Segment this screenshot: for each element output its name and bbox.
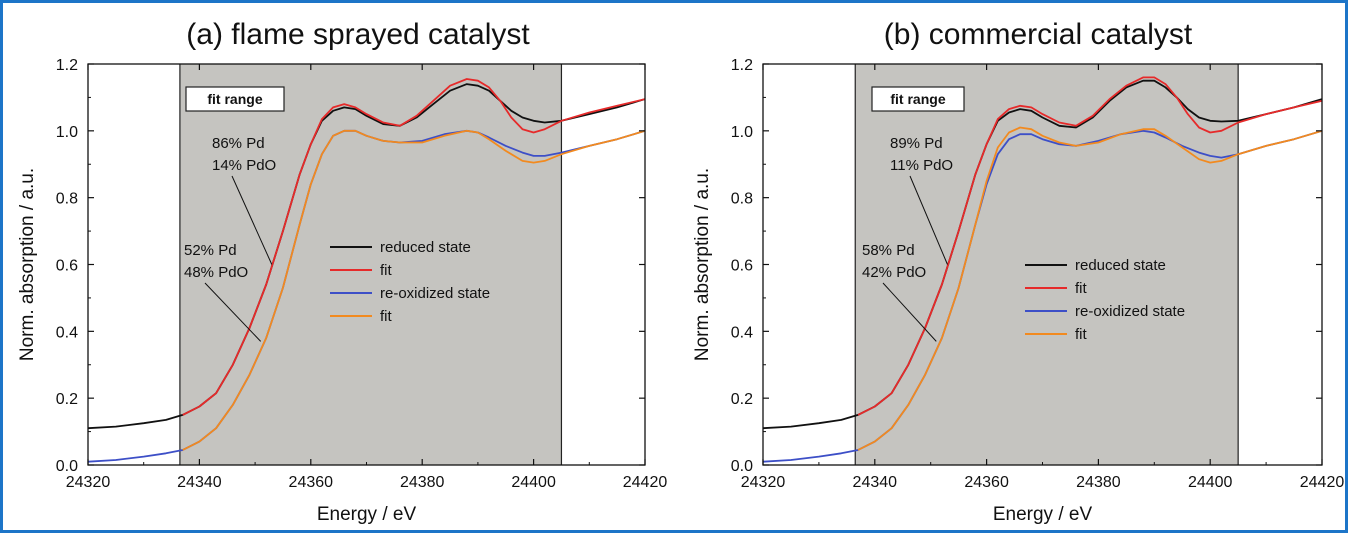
panel-commercial: fit range 24320 24340 24360 24380 24400 24420 0… xyxy=(692,18,1344,525)
annotation-line-2: 11% PdO xyxy=(890,157,953,174)
x-tick-label: 24420 xyxy=(623,474,668,491)
x-tick-label: 24340 xyxy=(177,474,222,491)
y-tick-label: 0.8 xyxy=(56,191,78,208)
x-tick-label: 24380 xyxy=(400,474,445,491)
annotation-line-1: 89% Pd xyxy=(890,135,943,152)
x-tick-label: 24320 xyxy=(66,474,111,491)
y-tick-label: 0.0 xyxy=(731,458,753,475)
fit-range-label: fit range xyxy=(890,91,945,107)
legend-label-1: fit xyxy=(1075,280,1088,297)
fit-range-region xyxy=(179,64,562,465)
x-tick-label: 24360 xyxy=(289,474,334,491)
legend-label-1: fit xyxy=(380,262,393,279)
x-tick-label: 24380 xyxy=(1076,474,1121,491)
legend-label-2: re-oxidized state xyxy=(380,285,490,302)
y-tick-label: 0.2 xyxy=(56,391,78,408)
y-tick-label: 0.6 xyxy=(731,258,753,275)
annotation-line-1: 52% Pd xyxy=(184,242,237,259)
chart-title: (b) commercial catalyst xyxy=(884,18,1193,51)
annotation-line-2: 48% PdO xyxy=(184,264,248,281)
y-tick-label: 0.4 xyxy=(56,324,78,341)
legend-label-3: fit xyxy=(380,308,393,325)
annotation-pointer xyxy=(882,282,937,342)
y-tick-label: 1.2 xyxy=(56,57,78,74)
series-line-3 xyxy=(182,129,645,451)
fit-range-label-box xyxy=(185,86,285,112)
y-tick-label: 0.2 xyxy=(731,391,753,408)
annotation-line-2: 42% PdO xyxy=(862,264,926,281)
annotation-line-2: 14% PdO xyxy=(212,157,276,174)
legend-label-2: re-oxidized state xyxy=(1075,303,1185,320)
fit-range-label: fit range xyxy=(207,91,262,107)
x-tick-label: 24340 xyxy=(853,474,898,491)
panel-flame-sprayed: fit range 24320 24340 24360 24380 24400 24420 0… xyxy=(17,18,667,525)
chart-title: (a) flame sprayed catalyst xyxy=(186,18,530,51)
annotation-pointer xyxy=(909,175,948,265)
x-tick-label: 24320 xyxy=(741,474,786,491)
annotation-pointer xyxy=(231,175,273,265)
x-axis-label: Energy / eV xyxy=(993,504,1093,525)
x-tick-label: 24360 xyxy=(964,474,1009,491)
y-tick-label: 0.6 xyxy=(56,258,78,275)
legend-label-0: reduced state xyxy=(380,239,471,256)
annotation-line-1: 58% Pd xyxy=(862,242,915,259)
y-tick-label: 0.0 xyxy=(56,458,78,475)
series-line-3 xyxy=(857,126,1322,451)
y-tick-label: 1.2 xyxy=(731,57,753,74)
x-axis-label: Energy / eV xyxy=(317,504,417,525)
series-line-1 xyxy=(182,78,645,416)
series-line-1 xyxy=(857,76,1322,416)
x-tick-label: 24400 xyxy=(1188,474,1233,491)
y-axis-label: Norm. absorption / a.u. xyxy=(692,168,713,361)
fit-range-label-box xyxy=(871,86,965,112)
y-axis-label: Norm. absorption / a.u. xyxy=(17,168,38,361)
y-tick-label: 1.0 xyxy=(731,124,753,141)
x-tick-label: 24420 xyxy=(1300,474,1345,491)
x-tick-label: 24400 xyxy=(511,474,556,491)
legend-label-3: fit xyxy=(1075,326,1088,343)
annotation-line-1: 86% Pd xyxy=(212,135,265,152)
y-tick-label: 1.0 xyxy=(56,124,78,141)
legend-label-0: reduced state xyxy=(1075,257,1166,274)
annotation-pointer xyxy=(204,282,262,342)
y-tick-label: 0.4 xyxy=(731,324,753,341)
y-tick-label: 0.8 xyxy=(731,191,753,208)
